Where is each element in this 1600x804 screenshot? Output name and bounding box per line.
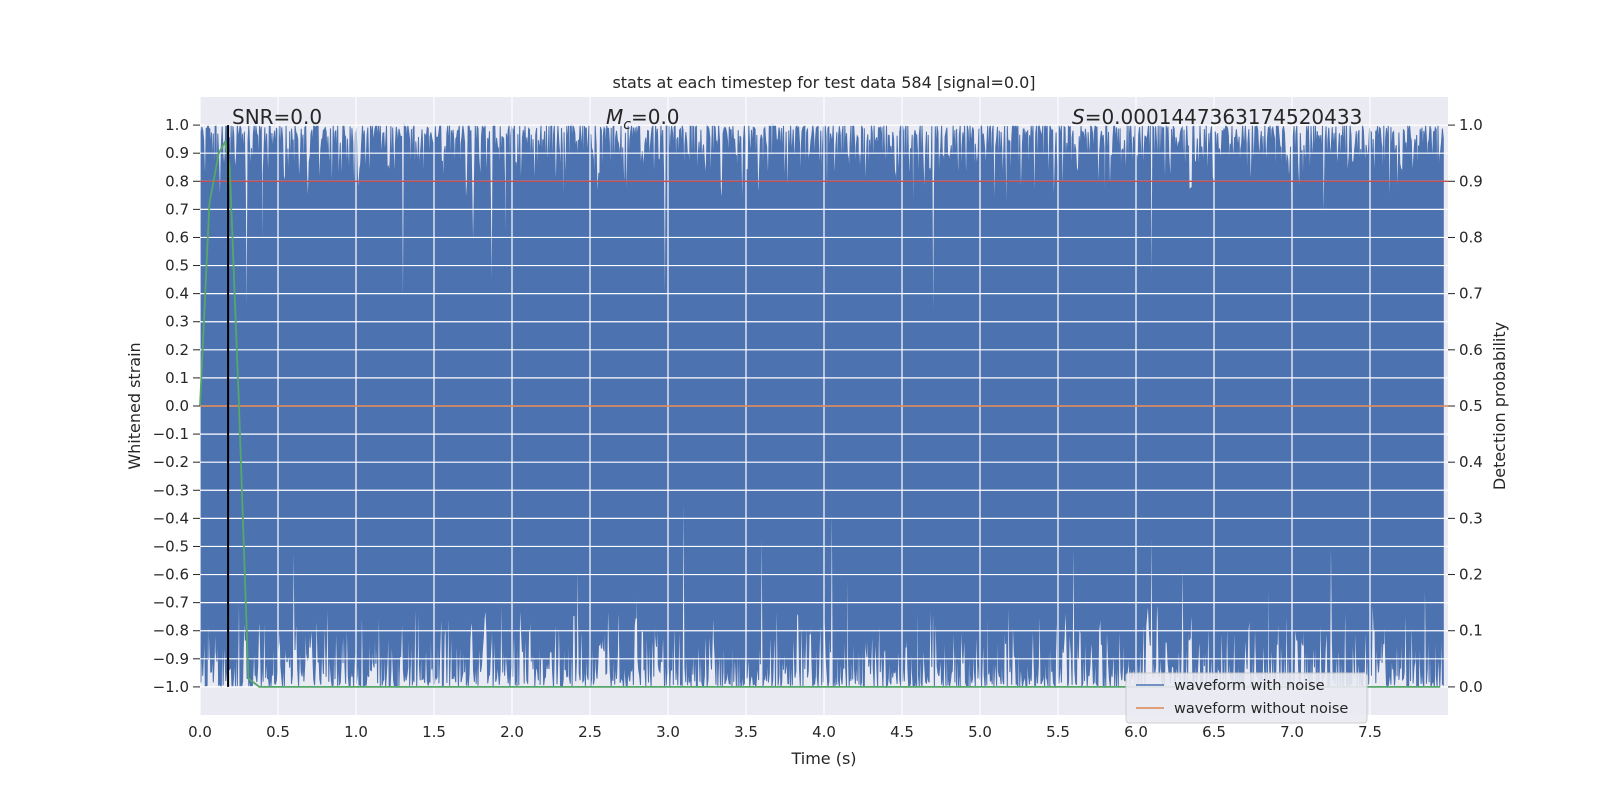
y-left-tick-label: 0.4 (165, 285, 189, 303)
legend-label-noise: waveform with noise (1174, 678, 1325, 694)
x-tick-label: 3.5 (734, 723, 758, 741)
x-tick-label: 2.0 (500, 723, 524, 741)
y-right-tick-label: 0.5 (1459, 397, 1483, 415)
y-left-tick-label: 0.1 (165, 369, 189, 387)
y-right-tick-label: 0.9 (1459, 172, 1483, 190)
snr-annotation: SNR=0.0 (232, 105, 322, 129)
s-symbol: S (1072, 105, 1085, 129)
x-tick-label: 1.0 (344, 723, 368, 741)
mc-value: =0.0 (631, 105, 680, 129)
x-tick-label: 6.5 (1202, 723, 1226, 741)
legend: waveform with noise waveform without noi… (1125, 672, 1368, 724)
detection-probability-line (199, 139, 1441, 688)
y-right-tick-label: 0.0 (1459, 678, 1483, 696)
y-left-tick-label: −0.5 (153, 537, 189, 555)
s-annotation: S=0.0001447363174520433 (1072, 105, 1362, 129)
x-tick-label: 5.5 (1046, 723, 1070, 741)
y-right-tick-label: 1.0 (1459, 116, 1483, 134)
y-left-tick-label: 0.7 (165, 200, 189, 218)
y-left-tick-label: 1.0 (165, 116, 189, 134)
y-right-tick-label: 0.7 (1459, 285, 1483, 303)
legend-frame (1125, 672, 1368, 724)
x-tick-label: 4.5 (890, 723, 914, 741)
y-left-tick-label: 0.5 (165, 257, 189, 275)
y-right-tick-label: 0.6 (1459, 341, 1483, 359)
y-left-tick-label: 0.3 (165, 313, 189, 331)
y-left-tick-label: −0.1 (153, 425, 189, 443)
x-tick-label: 5.0 (968, 723, 992, 741)
x-tick-label: 0.5 (266, 723, 290, 741)
y-left-tick-label: −0.9 (153, 650, 189, 668)
y-right-tick-label: 0.1 (1459, 622, 1483, 640)
y-left-tick-label: −0.6 (153, 566, 189, 584)
y-left-tick-label: −0.4 (153, 509, 189, 527)
x-tick-label: 1.5 (422, 723, 446, 741)
x-tick-label: 0.0 (188, 723, 212, 741)
x-tick-label: 4.0 (812, 723, 836, 741)
axis-ticks: 0.0 0.5 1.0 1.5 2.0 2.5 3.0 3.5 4.0 4.5 5.0 5.5 6.0 6… (153, 116, 1483, 741)
s-value: =0.0001447363174520433 (1085, 105, 1363, 129)
x-axis-label: Time (s) (790, 749, 856, 768)
y-left-tick-label: −0.8 (153, 622, 189, 640)
y-left-tick-label: −0.2 (153, 453, 189, 471)
y-axis-left-label: Whitened strain (125, 342, 144, 469)
mc-symbol: M (606, 105, 623, 129)
mc-subscript: c (623, 117, 631, 133)
x-tick-label: 7.5 (1358, 723, 1382, 741)
y-right-tick-label: 0.4 (1459, 453, 1483, 471)
y-left-tick-label: 0.2 (165, 341, 189, 359)
chart-title: stats at each timestep for test data 584… (612, 73, 1035, 92)
y-left-tick-label: −0.3 (153, 481, 189, 499)
y-left-tick-label: 0.9 (165, 144, 189, 162)
x-tick-label: 3.0 (656, 723, 680, 741)
x-tick-label: 6.0 (1124, 723, 1148, 741)
y-left-tick-label: 0.8 (165, 172, 189, 190)
chirp-mass-annotation: Mc=0.0 (606, 105, 680, 133)
x-tick-label: 7.0 (1280, 723, 1304, 741)
y-left-tick-label: 0.0 (165, 397, 189, 415)
y-left-tick-label: 0.6 (165, 228, 189, 246)
y-axis-right-label: Detection probability (1490, 322, 1509, 490)
y-left-tick-label: −0.7 (153, 594, 189, 612)
series-lines (199, 125, 1448, 688)
y-right-tick-label: 0.3 (1459, 509, 1483, 527)
y-left-tick-label: −1.0 (153, 678, 189, 696)
y-right-tick-label: 0.2 (1459, 566, 1483, 584)
y-right-tick-label: 0.8 (1459, 228, 1483, 246)
x-tick-label: 2.5 (578, 723, 602, 741)
legend-label-clean: waveform without noise (1174, 701, 1348, 717)
